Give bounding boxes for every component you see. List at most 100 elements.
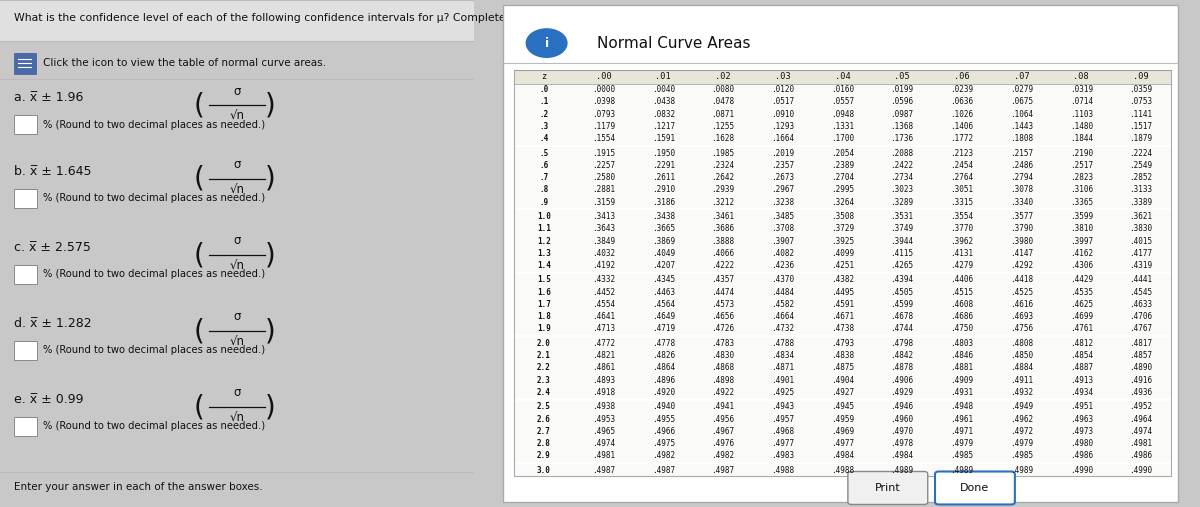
Text: .3665: .3665 — [652, 224, 674, 233]
Bar — [514, 298, 1171, 310]
Text: .4918: .4918 — [592, 388, 616, 397]
Text: .2019: .2019 — [772, 149, 794, 158]
Text: .8: .8 — [539, 186, 548, 194]
Text: .4963: .4963 — [1070, 415, 1093, 423]
Text: .4893: .4893 — [592, 376, 616, 385]
Text: .4463: .4463 — [652, 287, 674, 297]
Text: .09: .09 — [1133, 73, 1148, 81]
Text: .4495: .4495 — [830, 287, 854, 297]
Text: .4292: .4292 — [1010, 261, 1033, 270]
Bar — [514, 70, 1171, 84]
Text: .4901: .4901 — [772, 376, 794, 385]
Bar — [14, 189, 37, 208]
Text: .4066: .4066 — [712, 249, 734, 258]
Text: .4987: .4987 — [592, 466, 616, 475]
Text: .4868: .4868 — [712, 364, 734, 372]
Text: .4960: .4960 — [890, 415, 913, 423]
Text: .4974: .4974 — [592, 439, 616, 448]
Text: 2.8: 2.8 — [536, 439, 551, 448]
Bar — [514, 159, 1171, 171]
Text: .1554: .1554 — [592, 134, 616, 143]
Text: .4846: .4846 — [950, 351, 973, 360]
Text: .4049: .4049 — [652, 249, 674, 258]
Text: .4890: .4890 — [1129, 364, 1153, 372]
Text: .4957: .4957 — [772, 415, 794, 423]
Text: .4545: .4545 — [1129, 287, 1153, 297]
Text: .4115: .4115 — [890, 249, 913, 258]
Text: .0478: .0478 — [712, 97, 734, 106]
Text: 2.0: 2.0 — [536, 339, 551, 348]
Text: .2190: .2190 — [1070, 149, 1093, 158]
Text: .4192: .4192 — [592, 261, 616, 270]
Text: .0714: .0714 — [1070, 97, 1093, 106]
Text: .4817: .4817 — [1129, 339, 1153, 348]
Text: .4582: .4582 — [772, 300, 794, 309]
Text: .4871: .4871 — [772, 364, 794, 372]
Text: .4719: .4719 — [652, 324, 674, 334]
Text: .3508: .3508 — [830, 212, 854, 221]
Bar — [514, 108, 1171, 120]
Bar — [514, 323, 1171, 335]
Text: .06: .06 — [954, 73, 970, 81]
Text: .3925: .3925 — [830, 236, 854, 245]
Text: .4925: .4925 — [772, 388, 794, 397]
Text: .4671: .4671 — [830, 312, 854, 321]
Text: ): ) — [265, 241, 276, 269]
Text: .4887: .4887 — [1070, 364, 1093, 372]
Text: .2357: .2357 — [772, 161, 794, 170]
Text: .4678: .4678 — [890, 312, 913, 321]
Bar — [14, 417, 37, 436]
Text: 2.1: 2.1 — [536, 351, 551, 360]
Text: .4535: .4535 — [1070, 287, 1093, 297]
Text: % (Round to two decimal places as needed.): % (Round to two decimal places as needed… — [43, 120, 265, 130]
Text: .4625: .4625 — [1070, 300, 1093, 309]
Text: .4706: .4706 — [1129, 312, 1153, 321]
Text: .4357: .4357 — [712, 275, 734, 284]
Text: 3.0: 3.0 — [536, 466, 551, 475]
FancyBboxPatch shape — [848, 472, 928, 504]
Text: .4977: .4977 — [772, 439, 794, 448]
Text: 1.9: 1.9 — [536, 324, 551, 334]
Text: .1026: .1026 — [950, 110, 973, 119]
Text: .2: .2 — [539, 110, 548, 119]
Text: (: ( — [193, 393, 204, 421]
Text: .3907: .3907 — [772, 236, 794, 245]
Text: .4990: .4990 — [1129, 466, 1153, 475]
Text: .4812: .4812 — [1070, 339, 1093, 348]
Text: 1.2: 1.2 — [536, 236, 551, 245]
Text: .4968: .4968 — [772, 427, 794, 436]
Text: .2123: .2123 — [950, 149, 973, 158]
Text: ): ) — [265, 393, 276, 421]
Text: .4971: .4971 — [950, 427, 973, 436]
Text: .4162: .4162 — [1070, 249, 1093, 258]
Text: .1950: .1950 — [652, 149, 674, 158]
Text: .2580: .2580 — [592, 173, 616, 182]
Text: .0: .0 — [539, 85, 548, 94]
Text: .4406: .4406 — [950, 275, 973, 284]
Text: .3264: .3264 — [830, 198, 854, 206]
Text: .4929: .4929 — [890, 388, 913, 397]
Text: .3997: .3997 — [1070, 236, 1093, 245]
Text: .2454: .2454 — [950, 161, 973, 170]
Text: .4940: .4940 — [652, 402, 674, 411]
Text: .03: .03 — [775, 73, 791, 81]
Text: .4633: .4633 — [1129, 300, 1153, 309]
Text: .1844: .1844 — [1070, 134, 1093, 143]
Text: .4099: .4099 — [830, 249, 854, 258]
Text: .4616: .4616 — [1010, 300, 1033, 309]
Text: 1.0: 1.0 — [536, 212, 551, 221]
Text: .4896: .4896 — [652, 376, 674, 385]
Text: .4931: .4931 — [950, 388, 973, 397]
Text: .4772: .4772 — [592, 339, 616, 348]
Text: .00: .00 — [595, 73, 612, 81]
Text: .3340: .3340 — [1010, 198, 1033, 206]
Text: .4649: .4649 — [652, 312, 674, 321]
Text: .4979: .4979 — [1010, 439, 1033, 448]
Text: σ: σ — [233, 386, 241, 400]
Text: .3869: .3869 — [652, 236, 674, 245]
Text: .4693: .4693 — [1010, 312, 1033, 321]
Text: .4946: .4946 — [890, 402, 913, 411]
Text: .4265: .4265 — [890, 261, 913, 270]
Bar — [514, 235, 1171, 247]
Text: .3186: .3186 — [652, 198, 674, 206]
